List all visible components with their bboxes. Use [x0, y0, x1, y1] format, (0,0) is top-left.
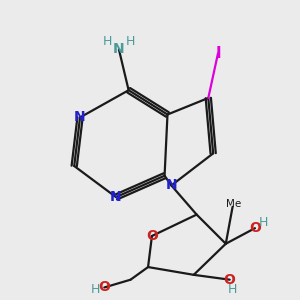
- Text: H: H: [258, 216, 268, 230]
- Text: H: H: [90, 283, 100, 296]
- Text: H: H: [125, 35, 135, 48]
- Text: H: H: [228, 283, 237, 296]
- Text: N: N: [110, 190, 122, 204]
- Text: O: O: [249, 221, 261, 235]
- Text: O: O: [98, 280, 110, 295]
- Text: N: N: [74, 110, 86, 124]
- Text: O: O: [224, 273, 236, 287]
- Text: Me: Me: [226, 199, 242, 209]
- Text: N: N: [166, 178, 177, 192]
- Text: O: O: [146, 229, 158, 243]
- Text: N: N: [113, 42, 125, 56]
- Text: H: H: [103, 35, 112, 48]
- Text: I: I: [215, 46, 221, 61]
